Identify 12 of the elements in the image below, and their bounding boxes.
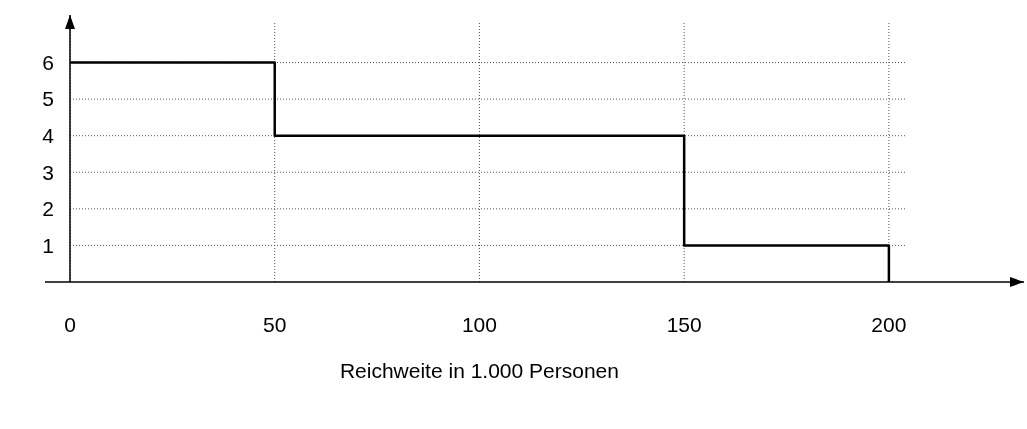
- x-tick-label: 50: [263, 313, 287, 336]
- y-tick-label: 6: [42, 50, 54, 74]
- y-tick-label: 1: [42, 233, 54, 257]
- y-tick-label: 3: [42, 160, 54, 184]
- y-tick-label: 4: [42, 124, 55, 148]
- x-tick-label: 200: [871, 313, 907, 336]
- y-tick-label: 2: [42, 197, 54, 221]
- x-tick-label: 150: [666, 313, 702, 336]
- x-tick-label: 100: [461, 313, 497, 336]
- x-tick-label: 0: [64, 313, 76, 336]
- y-tick-label: 5: [42, 87, 54, 111]
- x-axis-title: Reichweite in 1.000 Personen: [339, 359, 619, 382]
